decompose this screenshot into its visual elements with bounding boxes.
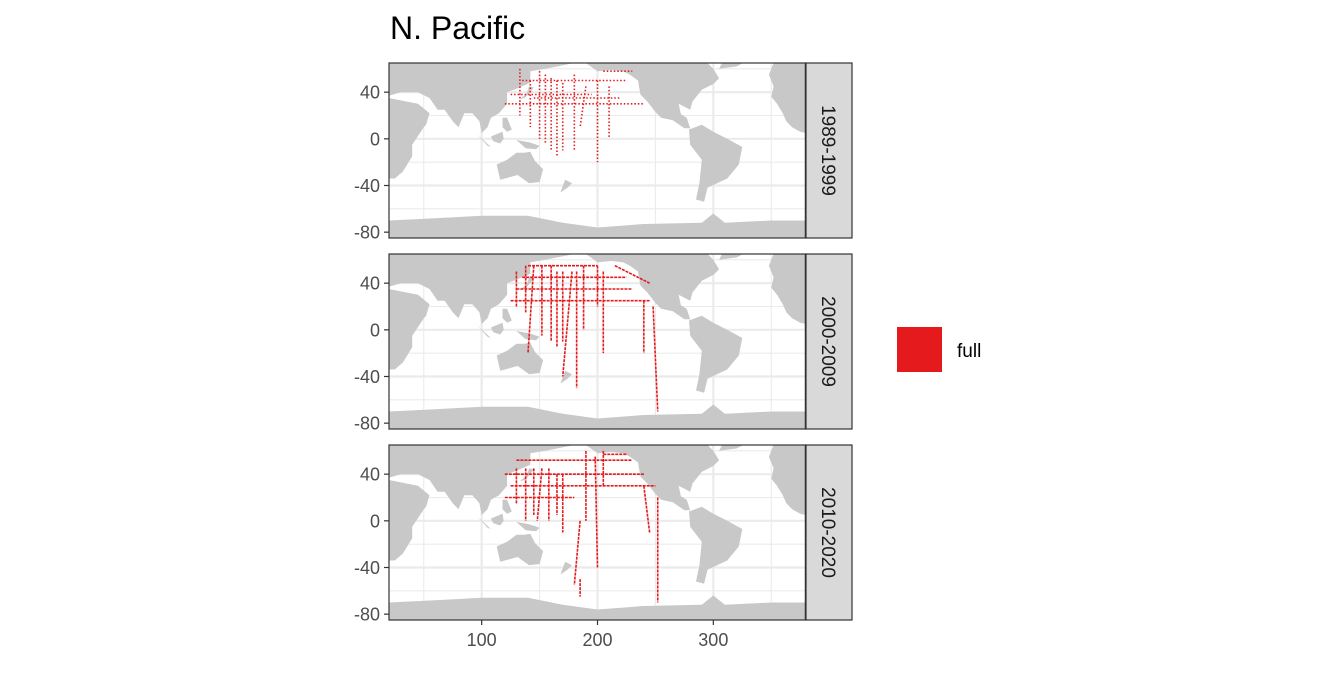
y-tick-label: -80 (354, 223, 380, 243)
land-polygon (496, 342, 544, 375)
facet-strip (805, 62, 853, 239)
facet-panel: 2010-2020 40 0 -40 -80 (354, 444, 853, 625)
land-polygon (490, 513, 504, 526)
land-polygon (689, 124, 743, 202)
land-polygon (516, 522, 540, 532)
land-polygon (560, 561, 572, 575)
cruise-track (652, 306, 659, 412)
land-polygon (502, 117, 512, 132)
facet-panel: 1989-1999 40 0 -40 -80 (354, 62, 853, 243)
land-polygon (560, 370, 572, 384)
land-layer (389, 63, 806, 238)
land-polygon (502, 308, 512, 323)
land-polygon (516, 140, 540, 150)
land-polygon (496, 151, 544, 184)
land-polygon (719, 445, 744, 451)
y-tick-label: 40 (360, 83, 380, 103)
legend-entry: full (897, 327, 981, 372)
land-polygon (719, 254, 744, 260)
land-polygon (389, 595, 806, 620)
track-layer (510, 264, 659, 412)
x-tick-label: 100 (467, 630, 497, 650)
track-layer (504, 68, 644, 163)
land-polygon (768, 254, 806, 324)
land-polygon (638, 445, 720, 511)
y-tick-label: -40 (354, 558, 380, 578)
chart-title: N. Pacific (390, 10, 526, 46)
y-tick-label: 40 (360, 465, 380, 485)
facet-panel: 2000-2009 40 0 -40 -80 (354, 253, 853, 434)
y-tick-label: -80 (354, 414, 380, 434)
cruise-track (527, 265, 535, 354)
y-tick-label: 0 (370, 511, 380, 531)
land-polygon (502, 499, 512, 514)
land-polygon (585, 63, 644, 81)
land-polygon (585, 445, 644, 463)
track-layer (504, 450, 659, 603)
y-tick-label: 0 (370, 320, 380, 340)
y-tick-label: -40 (354, 367, 380, 387)
land-polygon (516, 468, 534, 483)
facet-strip-label: 1989-1999 (817, 105, 838, 196)
land-polygon (516, 331, 540, 341)
land-polygon (389, 254, 575, 324)
land-polygon (719, 63, 744, 69)
facet-strip-label: 2010-2020 (817, 487, 838, 578)
facet-strip (805, 253, 853, 430)
land-polygon (689, 315, 743, 393)
land-polygon (490, 131, 504, 144)
land-polygon (768, 63, 806, 133)
land-polygon (490, 322, 504, 335)
legend-key (897, 327, 942, 372)
x-tick-label: 300 (698, 630, 728, 650)
land-polygon (516, 277, 534, 292)
y-tick-label: 40 (360, 274, 380, 294)
land-polygon (560, 179, 572, 193)
land-polygon (389, 213, 806, 238)
legend-label: full (957, 341, 981, 362)
land-polygon (389, 98, 430, 179)
cruise-track (594, 456, 599, 568)
land-polygon (389, 289, 430, 370)
land-polygon (516, 86, 534, 101)
land-polygon (585, 254, 644, 272)
facet-strip (805, 444, 853, 621)
land-layer (389, 254, 806, 429)
y-tick-label: 0 (370, 129, 380, 149)
land-polygon (389, 480, 430, 561)
cruise-track (573, 520, 581, 586)
cruise-track (536, 468, 543, 521)
land-polygon (389, 404, 806, 429)
land-layer (389, 445, 806, 620)
facet-strip-label: 2000-2009 (817, 296, 838, 387)
land-polygon (389, 445, 575, 515)
land-polygon (638, 254, 720, 320)
land-polygon (638, 63, 720, 129)
y-tick-label: -80 (354, 605, 380, 625)
y-tick-label: -40 (354, 176, 380, 196)
land-polygon (689, 506, 743, 584)
cruise-track (561, 271, 573, 377)
land-polygon (389, 63, 575, 133)
x-tick-label: 200 (582, 630, 612, 650)
land-polygon (496, 533, 544, 566)
land-polygon (768, 445, 806, 515)
cruise-track (614, 264, 650, 284)
